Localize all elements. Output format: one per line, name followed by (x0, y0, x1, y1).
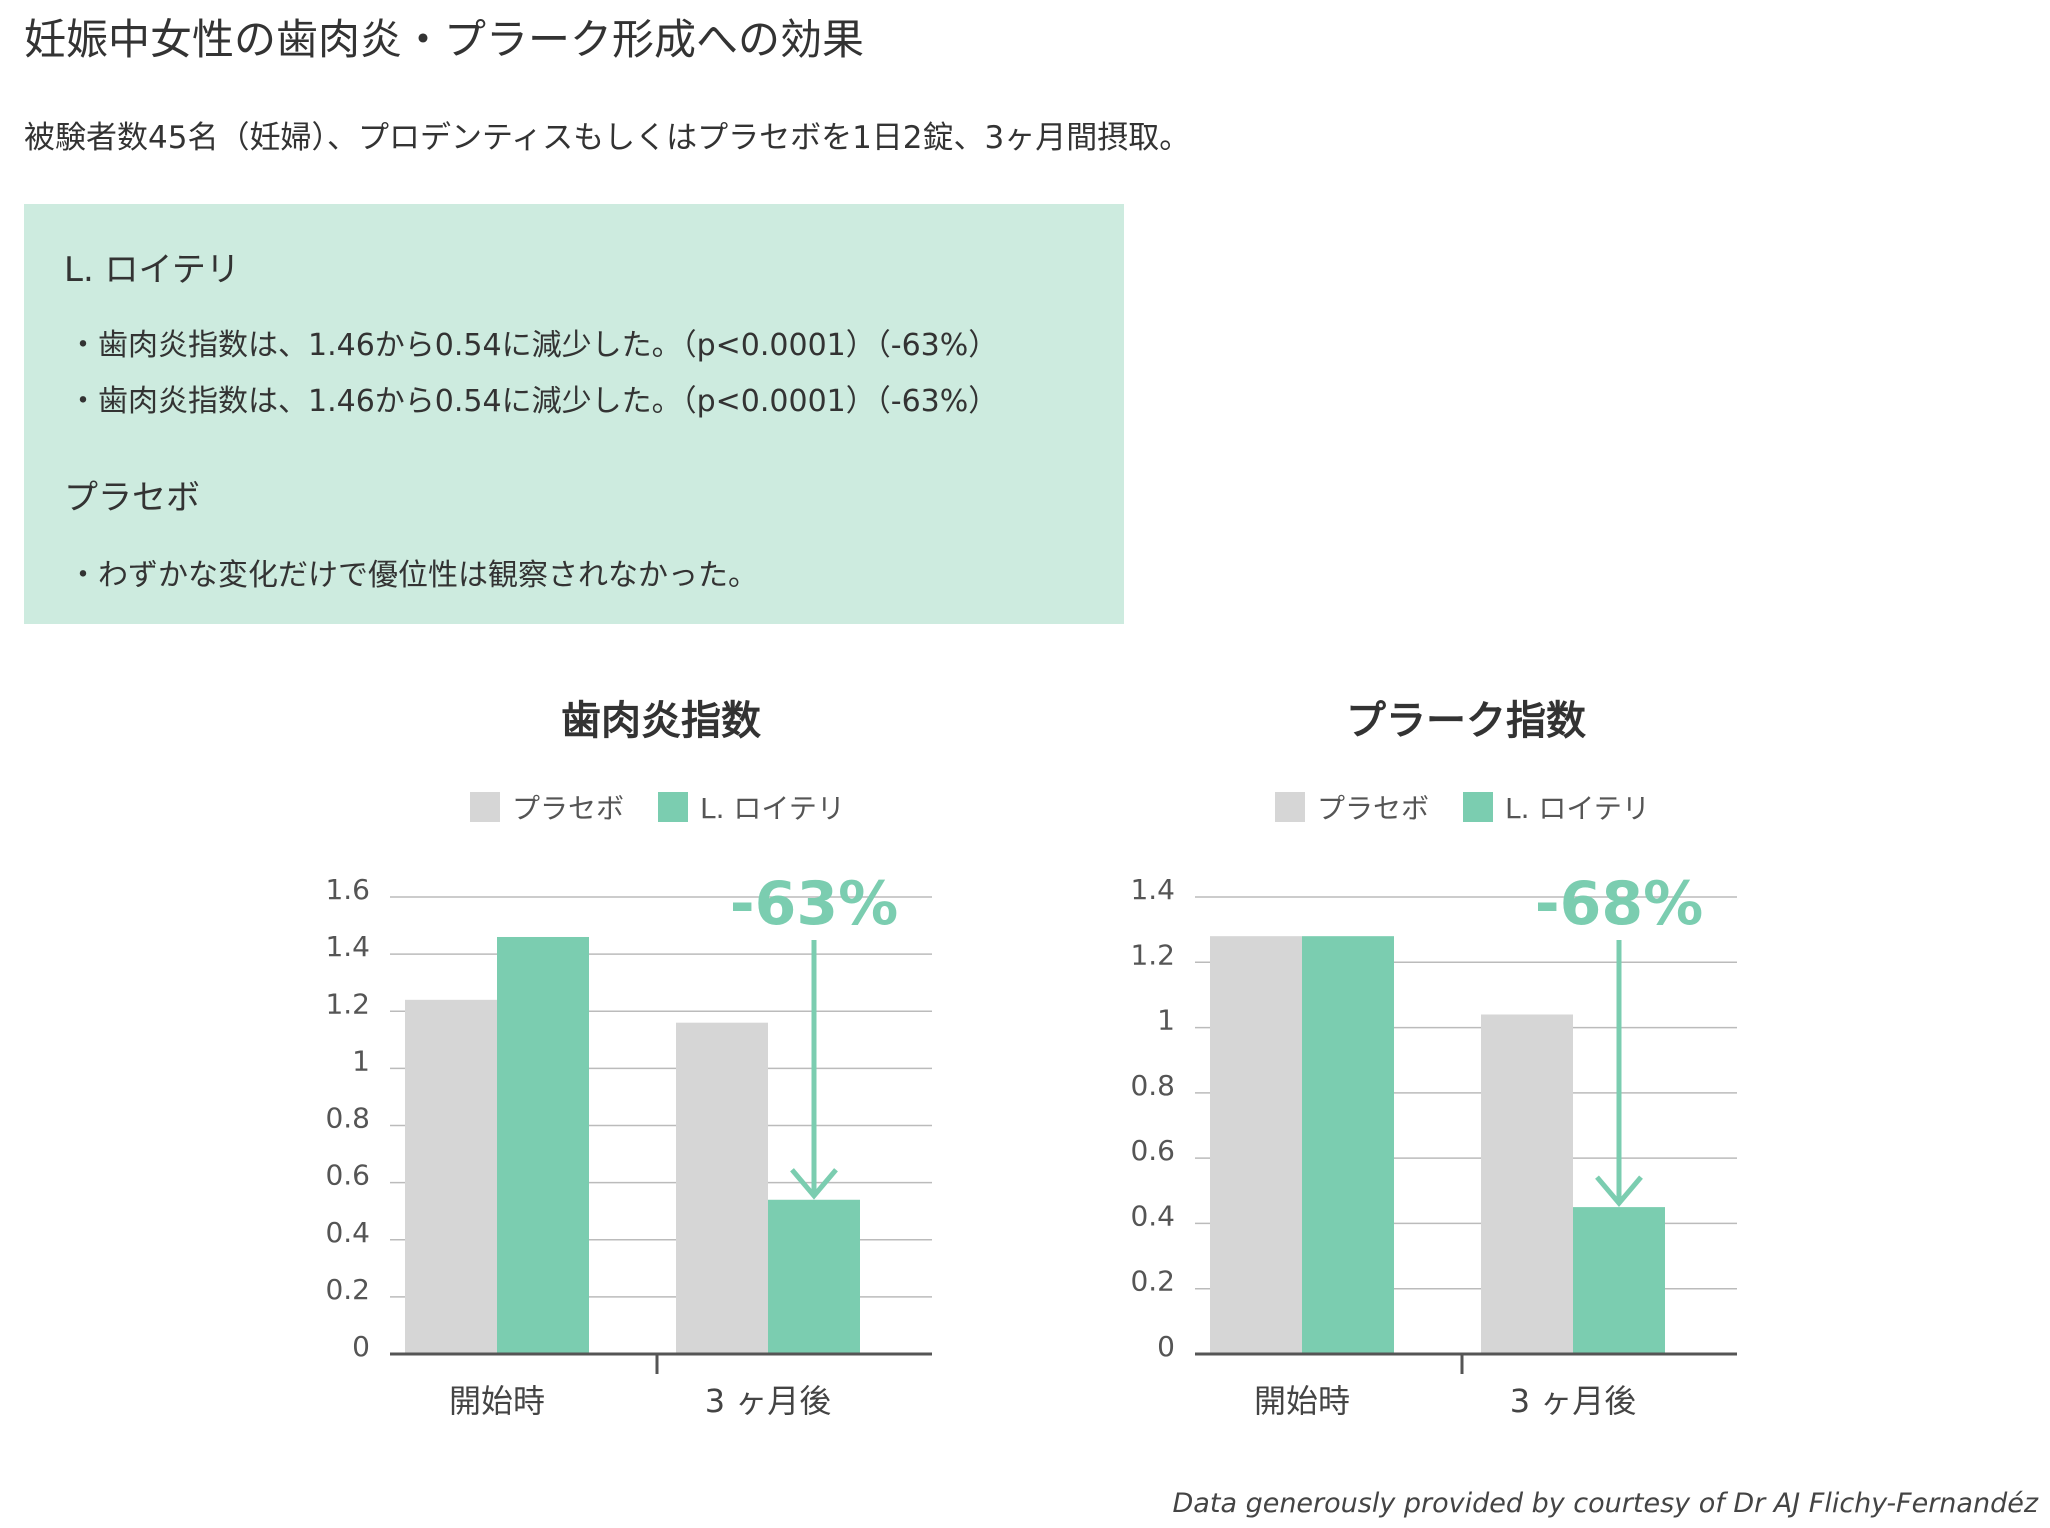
legend-swatch (1275, 792, 1305, 822)
x-category-label: 開始時 (1254, 1382, 1350, 1420)
bar (1573, 1207, 1665, 1354)
group2-item: ・わずかな変化だけで優位性は観察されなかった。 (68, 558, 758, 593)
legend-swatch (470, 792, 500, 822)
y-tick-label: 0.2 (325, 1273, 370, 1306)
change-annotation: -63% (730, 869, 899, 939)
y-tick-label: 1.4 (325, 930, 370, 963)
legend-label: プラセボ (512, 792, 624, 825)
bar (497, 936, 589, 1354)
group1-item: ・歯肉炎指数は、1.46から0.54に減少した。（p<0.0001）（-63%） (68, 328, 999, 363)
group1-heading: L. ロイテリ (64, 250, 240, 290)
x-category-label: 3 ヶ月後 (705, 1382, 832, 1420)
bar (1302, 936, 1394, 1354)
y-tick-label: 0.4 (325, 1216, 370, 1249)
group2-heading: プラセボ (64, 478, 200, 518)
x-category-label: 開始時 (449, 1382, 545, 1420)
legend-label: L. ロイテリ (1505, 792, 1650, 825)
bar (1210, 936, 1302, 1354)
y-tick-label: 0.2 (1130, 1265, 1175, 1298)
chart-title: 歯肉炎指数 (561, 698, 761, 744)
bar (1481, 1014, 1573, 1354)
y-tick-label: 1 (352, 1044, 370, 1077)
y-tick-label: 0.8 (1130, 1069, 1175, 1102)
bar (768, 1199, 860, 1354)
y-tick-label: 1 (1157, 1004, 1175, 1037)
y-tick-label: 1.4 (1130, 873, 1175, 906)
legend-swatch (1463, 792, 1493, 822)
y-tick-label: 0 (352, 1330, 370, 1363)
y-tick-label: 1.2 (1130, 938, 1175, 971)
bar (405, 999, 497, 1354)
legend-label: プラセボ (1317, 792, 1429, 825)
y-tick-label: 0.8 (325, 1102, 370, 1135)
summary-box: L. ロイテリ ・歯肉炎指数は、1.46から0.54に減少した。（p<0.000… (24, 204, 1124, 624)
y-tick-label: 0.6 (325, 1159, 370, 1192)
group1-item: ・歯肉炎指数は、1.46から0.54に減少した。（p<0.0001）（-63%） (68, 384, 999, 419)
arrow-head-icon (1595, 1175, 1643, 1207)
chart-title: プラーク指数 (1346, 698, 1586, 744)
arrow-head-icon (790, 1168, 838, 1200)
y-tick-label: 0.6 (1130, 1134, 1175, 1167)
legend-swatch (658, 792, 688, 822)
legend-label: L. ロイテリ (700, 792, 845, 825)
data-credit: Data generously provided by courtesy of … (1172, 1488, 2038, 1519)
page-title: 妊娠中女性の歯肉炎・プラーク形成への効果 (24, 15, 865, 64)
bar (676, 1022, 768, 1354)
y-tick-label: 1.6 (325, 873, 370, 906)
y-tick-label: 1.2 (325, 987, 370, 1020)
study-subtitle: 被験者数45名（妊婦）、プロデンティスもしくはプラセボを1日2錠、3ヶ月間摂取。 (24, 120, 1191, 156)
x-category-label: 3 ヶ月後 (1510, 1382, 1637, 1420)
y-tick-label: 0 (1157, 1330, 1175, 1363)
y-tick-label: 0.4 (1130, 1199, 1175, 1232)
change-annotation: -68% (1535, 869, 1704, 939)
